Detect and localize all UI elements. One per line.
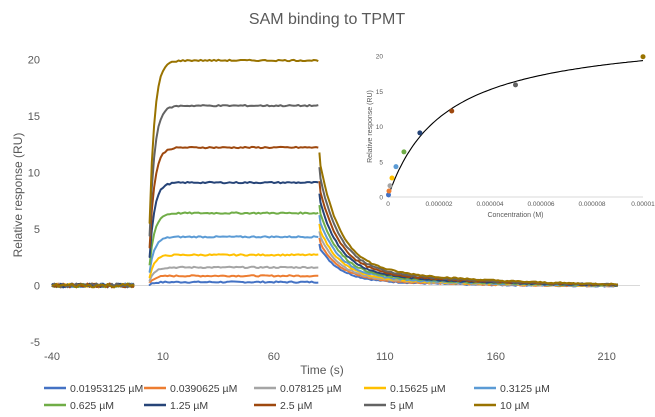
series-group [51, 58, 619, 289]
inset-x-axis-title: Concentration (M) [487, 212, 543, 219]
chart-title: SAM binding to TPMT [249, 11, 405, 28]
y-tick-label: 20 [28, 54, 40, 66]
x-tick-label: 210 [598, 351, 616, 363]
y-tick-label: 10 [28, 167, 40, 179]
inset-data-point [449, 108, 455, 114]
legend-label: 0.078125 µM [280, 383, 342, 395]
legend-label: 10 µM [500, 400, 529, 412]
inset-y-tick-label: 0 [379, 195, 383, 202]
inset-data-point [387, 183, 393, 189]
inset-x-tick-label: 0.000002 [425, 201, 452, 208]
inset-data-point [513, 82, 518, 88]
inset-data-point [393, 164, 399, 170]
inset-x-tick-label: 0.000008 [578, 201, 605, 208]
y-tick-label: 15 [28, 111, 40, 123]
inset-x-tick-label: 0.00001 [631, 201, 655, 208]
legend-label: 5 µM [390, 400, 414, 412]
legend-label: 0.625 µM [70, 400, 114, 412]
inset-y-tick-label: 15 [376, 89, 384, 96]
x-tick-label: 160 [487, 351, 505, 363]
legend-label: 1.25 µM [170, 400, 208, 412]
x-axis-title: Time (s) [300, 363, 344, 377]
inset-data-point [417, 130, 423, 136]
legend-label: 0.3125 µM [500, 383, 550, 395]
inset-data-point [385, 192, 391, 198]
inset-y-tick-label: 10 [376, 124, 384, 131]
legend: 0.01953125 µM 0.0390625 µM 0.078125 µM 0.15… [44, 383, 550, 412]
legend-label: 0.01953125 µM [70, 383, 143, 395]
series-line [51, 58, 619, 289]
inset-data-point [389, 175, 395, 181]
inset-y-tick-label: 20 [376, 54, 384, 61]
y-tick-label: 0 [34, 280, 40, 292]
y-axis-title: Relative response (RU) [11, 133, 25, 258]
inset-x-tick-label: 0.000006 [527, 201, 554, 208]
x-tick-label: 110 [376, 351, 394, 363]
inset-y-axis-title: Relative response (RU) [367, 90, 374, 163]
inset-x-tick-label: 0 [386, 201, 390, 208]
legend-label: 0.0390625 µM [170, 383, 237, 395]
inset-data-point [401, 149, 407, 155]
x-tick-label: 60 [268, 351, 280, 363]
y-tick-label: 5 [34, 224, 40, 236]
x-tick-label: 10 [157, 351, 169, 363]
legend-label: 0.15625 µM [390, 383, 446, 395]
y-tick-label: -5 [30, 337, 40, 349]
inset-data-point [386, 188, 392, 194]
inset-x-tick-label: 0.000004 [476, 201, 503, 208]
inset-background [358, 42, 646, 224]
inset-y-tick-label: 5 [379, 159, 383, 166]
x-tick-label: -40 [44, 351, 60, 363]
inset-data-point [640, 54, 646, 60]
legend-label: 2.5 µM [280, 400, 312, 412]
inset-fit-curve [387, 60, 644, 198]
